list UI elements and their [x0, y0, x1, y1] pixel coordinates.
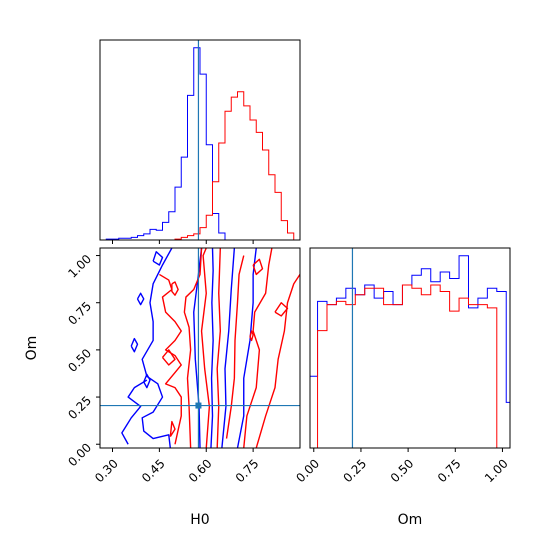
contour-line-red [249, 330, 254, 342]
contour-y-tick-label: 0.75 [65, 299, 94, 328]
contour-line-blue [141, 248, 173, 448]
contour-x-tick-label: 0.75 [233, 456, 262, 485]
om-histogram-x-tick-label: 1.00 [482, 456, 511, 485]
om-histogram-x-tick-label: 0.75 [435, 456, 464, 485]
om-histogram-x-tick-label: 0.00 [293, 456, 322, 485]
contour-line-blue [143, 373, 151, 389]
contour-x-tick-label: 0.45 [139, 456, 168, 485]
contour-line-red [255, 274, 300, 448]
panel-h0-histogram [99, 39, 301, 244]
contour-line-red [161, 349, 176, 366]
contour-y-tick-label: 0.00 [65, 440, 94, 469]
contour-y-tick-label: 1.00 [65, 252, 94, 281]
truth-marker [195, 402, 202, 409]
om-histogram-frame [309, 247, 511, 449]
y-axis-label-om: Om [24, 336, 40, 361]
contour-line-red [252, 258, 264, 276]
contour-content [100, 248, 300, 448]
om-histogram-x-tick-label: 0.50 [388, 456, 417, 485]
contour-line-red [171, 281, 179, 296]
contour-y-tick-label: 0.25 [65, 393, 94, 422]
x-axis-label-om: Om [398, 512, 423, 528]
contour-line-blue [121, 379, 148, 445]
histogram-series-red [100, 91, 300, 241]
h0-histogram-content [100, 40, 300, 241]
contour-line-blue [193, 248, 203, 448]
contour-line-blue [210, 248, 214, 448]
contour-line-blue [236, 248, 257, 448]
om-histogram-x-tick-label: 0.25 [340, 456, 369, 485]
contour-y-tick-label: 0.50 [65, 346, 94, 375]
contour-line-red [183, 248, 203, 448]
contour-line-red [243, 248, 273, 448]
contour-line-red [169, 420, 176, 438]
contour-line-red [200, 248, 211, 448]
om-histogram-content [310, 248, 510, 448]
om-histogram-ticks: 0.00 0.25 0.50 0.75 1.00 [293, 448, 511, 485]
panel-h0-om-contour: 0.30 0.45 0.60 0.750.000.250.500.751.00 H0 … [24, 247, 301, 528]
contour-line-red [159, 273, 182, 445]
contour-line-blue [221, 248, 236, 448]
histogram-series-red [310, 284, 510, 448]
contour-x-tick-label: 0.60 [186, 456, 215, 485]
contour-line-red [216, 248, 222, 448]
contour-line-blue [130, 337, 139, 353]
h0-histogram-frame [99, 39, 301, 241]
histogram-series-blue [100, 47, 300, 241]
contour-x-tick-label: 0.30 [92, 456, 121, 485]
contour-frame [99, 247, 301, 449]
contour-line-red [274, 302, 289, 317]
contour-line-blue [136, 292, 145, 306]
panel-om-histogram: 0.00 0.25 0.50 0.75 1.00 Om [293, 247, 511, 528]
contour-line-blue [152, 251, 164, 266]
contour-line-red [225, 255, 245, 439]
h0-histogram-ticks [112, 240, 254, 244]
histogram-series-blue [310, 255, 510, 403]
x-axis-label-h0: H0 [190, 512, 209, 528]
